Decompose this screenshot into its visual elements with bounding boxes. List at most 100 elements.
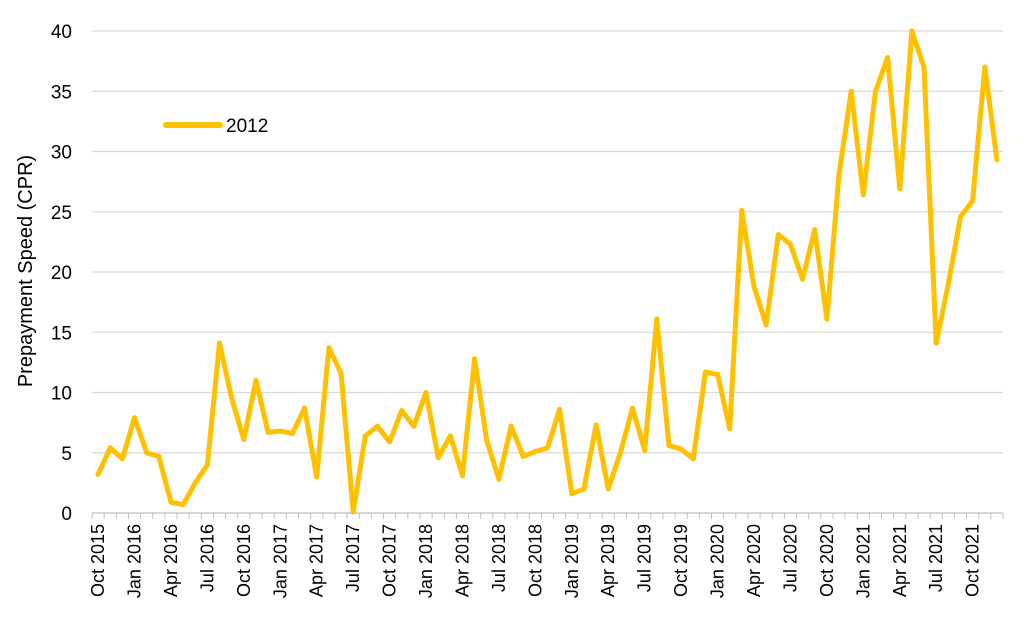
data-point — [132, 415, 137, 421]
data-point — [435, 455, 441, 461]
y-tick-label: 35 — [51, 82, 72, 103]
data-point — [399, 408, 405, 414]
data-point — [642, 447, 648, 453]
y-axis-title: Prepayment Speed (CPR) — [15, 155, 37, 387]
data-point — [593, 422, 599, 428]
x-tick-label: Apr 2021 — [890, 524, 910, 597]
x-tick-label: Oct 2020 — [817, 524, 837, 597]
x-tick-label: Oct 2015 — [88, 524, 108, 597]
data-point — [581, 486, 587, 492]
x-tick-label: Apr 2017 — [307, 524, 327, 597]
data-point — [787, 241, 793, 247]
data-point — [666, 443, 672, 448]
data-point — [460, 473, 465, 479]
y-tick-label: 40 — [51, 22, 72, 43]
x-tick-label: Apr 2016 — [161, 524, 181, 597]
x-tick-label: Jan 2018 — [416, 524, 436, 598]
x-tick-label: Jan 2016 — [125, 524, 145, 598]
data-point — [217, 340, 222, 346]
legend: 2012 — [163, 116, 268, 137]
x-tick-label: Jan 2019 — [562, 524, 582, 598]
data-point — [472, 356, 478, 362]
data-point — [800, 276, 806, 282]
series-layer — [95, 28, 1000, 515]
data-point — [885, 55, 891, 60]
x-tick-label: Apr 2019 — [598, 524, 618, 597]
x-axis-tick-labels: Oct 2015 Jan 2016 Apr 2016 Jul 2016 Oct 2016… — [88, 513, 1004, 598]
data-point — [289, 431, 295, 436]
x-tick-label: Oct 2019 — [671, 524, 691, 597]
x-tick-label: Oct 2021 — [963, 524, 983, 597]
data-point — [702, 369, 708, 375]
data-point — [654, 316, 660, 322]
x-tick-label: Jul 2017 — [343, 524, 363, 592]
data-point — [836, 171, 842, 177]
data-point — [873, 88, 878, 94]
data-point — [277, 428, 283, 434]
y-axis-tick-labels: 0 5 10 15 20 25 30 35 40 — [51, 22, 72, 525]
data-point — [411, 423, 417, 429]
data-point — [192, 480, 198, 486]
data-point — [727, 426, 733, 432]
data-point — [508, 423, 514, 429]
x-tick-label: Jan 2017 — [270, 524, 290, 598]
y-tick-label: 5 — [61, 444, 72, 465]
data-point — [265, 429, 271, 435]
x-tick-label: Jul 2020 — [780, 524, 800, 592]
data-point — [484, 438, 490, 444]
x-tick-label: Jul 2019 — [635, 524, 655, 592]
data-point — [545, 445, 550, 451]
x-tick-label: Apr 2018 — [453, 524, 473, 597]
x-tick-label: Apr 2020 — [744, 524, 764, 597]
data-point — [532, 449, 538, 454]
x-tick-label: Jul 2018 — [489, 524, 509, 592]
data-point — [496, 476, 502, 482]
data-point — [933, 340, 939, 346]
data-point — [423, 390, 429, 395]
data-point — [982, 64, 988, 70]
data-point — [970, 198, 976, 204]
data-point — [387, 439, 393, 445]
y-tick-label: 15 — [51, 323, 72, 344]
x-tick-label: Jan 2021 — [853, 524, 873, 598]
data-point — [569, 491, 575, 497]
data-point — [994, 157, 1000, 163]
data-point — [763, 322, 769, 328]
data-point — [374, 423, 380, 429]
data-point — [909, 28, 915, 34]
x-tick-label: Oct 2016 — [234, 524, 254, 597]
y-tick-label: 30 — [51, 143, 72, 164]
x-tick-label: Jul 2021 — [926, 524, 946, 592]
data-point — [605, 486, 611, 492]
data-point — [326, 345, 332, 351]
y-tick-label: 10 — [51, 384, 72, 405]
data-point — [314, 474, 320, 480]
x-tick-label: Jul 2016 — [197, 524, 217, 592]
x-tick-label: Oct 2017 — [380, 524, 400, 597]
data-point — [119, 456, 125, 462]
data-point — [302, 405, 308, 411]
y-tick-label: 25 — [51, 203, 72, 224]
data-point — [715, 371, 721, 377]
data-point — [751, 284, 757, 289]
data-point — [945, 281, 951, 287]
data-point — [848, 88, 854, 94]
data-point — [229, 396, 235, 401]
data-point — [156, 453, 162, 459]
data-point — [824, 316, 830, 322]
data-point — [557, 406, 563, 412]
data-point — [338, 370, 344, 376]
data-point — [144, 450, 150, 456]
data-point — [690, 456, 696, 462]
data-point — [180, 502, 186, 508]
data-point — [253, 377, 259, 383]
x-tick-label: Jan 2020 — [708, 524, 728, 598]
y-tick-label: 0 — [61, 504, 72, 525]
data-point — [617, 450, 623, 456]
data-point — [775, 232, 781, 238]
data-point — [897, 186, 903, 192]
data-point — [168, 499, 174, 505]
data-point — [362, 433, 368, 439]
data-point — [860, 192, 866, 198]
